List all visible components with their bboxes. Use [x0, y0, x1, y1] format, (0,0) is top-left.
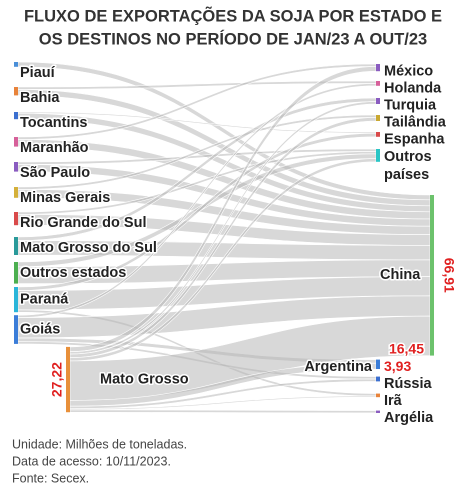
source-label: Piauí: [20, 65, 56, 81]
source-node: [14, 262, 18, 284]
target-label: Argentina: [304, 359, 373, 375]
source-node: [14, 137, 18, 147]
target-node: [376, 64, 380, 72]
target-label: Irã: [384, 393, 403, 409]
source-label: Bahia: [20, 90, 60, 106]
target-label: Rússia: [384, 376, 432, 392]
note: Fonte: Secex.: [12, 471, 89, 485]
source-label: Minas Gerais: [20, 190, 110, 206]
source-node: [14, 62, 18, 67]
target-label: Turquia: [384, 97, 437, 113]
source-node: [14, 162, 18, 172]
source-node: [14, 87, 18, 96]
flow: [69, 409, 377, 414]
source-label: Outros estados: [20, 265, 126, 281]
source-node: [14, 112, 18, 120]
source-label: Mato Grosso: [100, 371, 189, 387]
source-label: Maranhão: [20, 140, 89, 156]
target-label: Holanda: [384, 80, 442, 96]
source-node: [14, 287, 18, 313]
target-label: China: [380, 267, 421, 283]
target-value-label: 3,93: [384, 358, 411, 374]
target-node: [376, 98, 380, 104]
target-label: Espanha: [384, 131, 445, 147]
source-label: São Paulo: [20, 165, 90, 181]
source-label: Tocantins: [20, 115, 87, 131]
target-label: Outros países: [384, 149, 436, 183]
source-node: [66, 346, 70, 413]
nodes: 16,45 Piauí Bahia Tocantins Maranhão São Paul…: [14, 62, 459, 427]
target-node: [376, 376, 380, 382]
source-node: [14, 212, 18, 226]
target-label: Tailândia: [384, 114, 447, 130]
chart-title: FLUXO DE EXPORTAÇÕES DA SOJA POR ESTADO …: [24, 5, 442, 25]
source-node: [14, 187, 18, 198]
target-label: México: [384, 63, 433, 79]
flow-value-label: 16,45: [389, 340, 424, 356]
source-node: [14, 237, 18, 255]
source-label: Paraná: [20, 291, 69, 307]
target-node: [376, 410, 380, 413]
target-node: [376, 393, 380, 398]
target-node: [376, 132, 380, 137]
source-node: [14, 315, 18, 344]
target-label: Argélia: [384, 410, 434, 426]
target-node: [376, 115, 380, 121]
source-label: Mato Grosso do Sul: [20, 240, 157, 256]
target-value-label: 66,91: [441, 258, 457, 293]
target-node: [376, 149, 380, 162]
chart-title: OS DESTINOS NO PERÍODO DE JAN/23 A OUT/2…: [39, 29, 427, 48]
target-node: [376, 359, 380, 370]
source-label: Goiás: [20, 321, 60, 337]
note: Data de acesso: 10/11/2023.: [12, 454, 171, 468]
source-value-label: 27,22: [49, 362, 65, 397]
target-node: [376, 81, 380, 86]
target-node: [430, 195, 434, 356]
note: Unidade: Milhões de toneladas.: [12, 437, 187, 451]
source-label: Rio Grande do Sul: [20, 215, 146, 231]
